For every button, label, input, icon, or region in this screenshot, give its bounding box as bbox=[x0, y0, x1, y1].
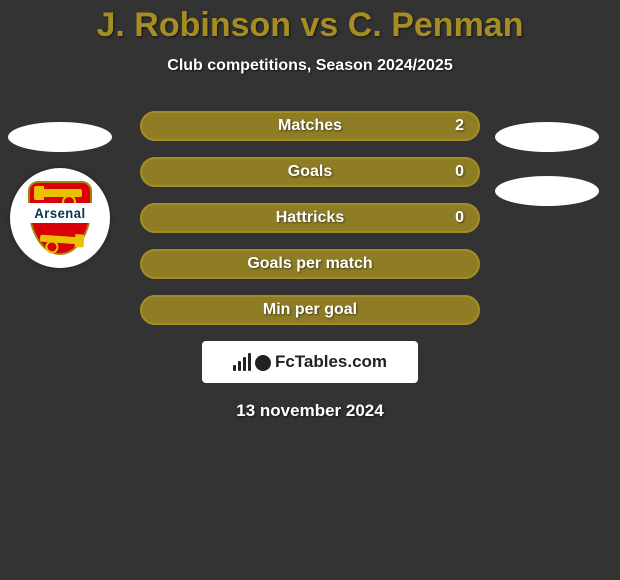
bars-icon bbox=[233, 353, 251, 371]
left-team-badge: Arsenal bbox=[10, 168, 110, 268]
stat-label: Matches bbox=[278, 117, 342, 135]
stat-row: Hattricks 0 bbox=[140, 203, 480, 233]
cannon-icon bbox=[40, 234, 80, 244]
stat-value-right: 0 bbox=[455, 209, 464, 227]
badge-circle: Arsenal bbox=[10, 168, 110, 268]
stat-value-right: 0 bbox=[455, 163, 464, 181]
stat-label: Goals per match bbox=[247, 255, 372, 273]
stat-row: Min per goal bbox=[140, 295, 480, 325]
stat-value-right: 2 bbox=[455, 117, 464, 135]
ball-icon bbox=[255, 355, 271, 371]
stat-label: Min per goal bbox=[263, 301, 357, 319]
stat-label: Goals bbox=[288, 163, 332, 181]
right-player-placeholder bbox=[495, 122, 599, 152]
stat-row: Goals per match bbox=[140, 249, 480, 279]
shield-icon: Arsenal bbox=[28, 181, 92, 255]
attribution-box: FcTables.com bbox=[202, 341, 418, 383]
date-line: 13 november 2024 bbox=[0, 401, 620, 421]
stat-label: Hattricks bbox=[276, 209, 344, 227]
page-title: J. Robinson vs C. Penman bbox=[0, 0, 620, 45]
stat-row: Goals 0 bbox=[140, 157, 480, 187]
attribution-text: FcTables.com bbox=[275, 352, 387, 372]
badge-text: Arsenal bbox=[34, 205, 85, 221]
stat-row: Matches 2 bbox=[140, 111, 480, 141]
right-team-placeholder bbox=[495, 176, 599, 206]
left-player-placeholder bbox=[8, 122, 112, 152]
page-subtitle: Club competitions, Season 2024/2025 bbox=[0, 57, 620, 75]
cannon-icon bbox=[38, 189, 82, 197]
